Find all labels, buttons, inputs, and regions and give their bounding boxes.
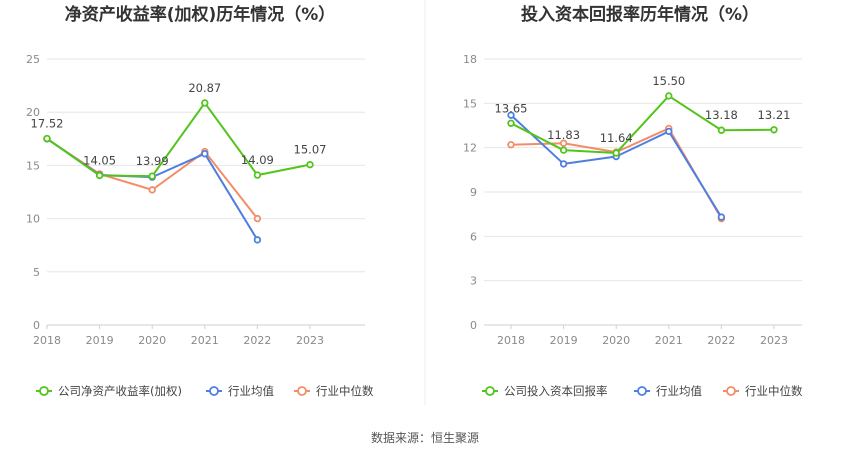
x-tick-label: 2023: [296, 334, 324, 347]
series-1-point: [665, 92, 673, 100]
data-label: 13.99: [136, 154, 169, 168]
legend-label: 行业均值: [656, 384, 702, 398]
y-tick-label: 6: [470, 230, 477, 243]
data-label: 17.52: [31, 117, 64, 131]
series-1-point: [559, 146, 568, 154]
y-tick-label: 20: [26, 106, 40, 119]
series-1-point: [306, 160, 314, 169]
data-label: 13.18: [705, 108, 738, 122]
x-tick-label: 2022: [243, 334, 271, 347]
y-tick-label: 3: [470, 275, 477, 288]
chart-title: 投入资本回报率历年情况（%）: [521, 4, 759, 25]
data-label: 14.05: [83, 154, 116, 168]
series-1-point: [95, 171, 104, 180]
x-tick-label: 2018: [33, 334, 61, 347]
legend-label: 公司净资产收益率(加权): [58, 384, 182, 398]
y-tick-label: 9: [470, 186, 477, 199]
legend-swatch-marker: [637, 386, 647, 396]
x-tick-label: 2018: [497, 334, 525, 347]
legend-label: 行业均值: [228, 384, 274, 398]
data-source: 数据来源：恒生聚源: [371, 430, 479, 445]
data-label: 20.87: [188, 81, 221, 95]
chart-1: 净资产收益率(加权)历年情况（%） 0 5 10 15 20 25 2018 2019 2020 2…: [26, 4, 374, 398]
legend-swatch-marker: [39, 386, 49, 396]
series-1-point: [770, 126, 778, 134]
series-3-point: [253, 214, 262, 223]
data-label: 15.50: [652, 74, 685, 88]
legend-label: 公司投入资本回报率: [504, 384, 608, 398]
data-label: 15.07: [294, 143, 327, 157]
legend-swatch-marker: [726, 386, 736, 396]
y-tick-label: 12: [463, 142, 477, 155]
x-tick-label: 2020: [138, 334, 166, 347]
y-tick-label: 10: [26, 213, 40, 226]
legend-swatch-marker: [209, 386, 219, 396]
series-1-point: [507, 119, 515, 127]
x-tick-label: 2019: [550, 334, 578, 347]
series-3-point: [148, 186, 156, 194]
series-1-point: [43, 134, 51, 143]
y-tick-label: 5: [33, 266, 40, 279]
y-tick-label: 15: [26, 159, 40, 172]
y-tick-label: 0: [33, 319, 40, 332]
series-1-point: [612, 149, 620, 157]
x-tick-label: 2021: [191, 334, 219, 347]
y-tick-label: 25: [26, 53, 40, 66]
series-1-point: [717, 126, 726, 134]
series-3-point: [559, 139, 568, 147]
chart-title: 净资产收益率(加权)历年情况（%）: [65, 4, 336, 25]
series-1-point: [253, 171, 262, 179]
x-tick-label: 2021: [655, 334, 683, 347]
y-tick-label: 0: [470, 319, 477, 332]
legend-label: 行业中位数: [316, 384, 374, 398]
data-label: 11.64: [600, 131, 633, 145]
series-line-1: [46, 101, 311, 178]
data-label: 13.65: [495, 101, 528, 115]
y-tick-label: 18: [463, 53, 477, 66]
series-2-point: [717, 213, 726, 221]
series-2-point: [507, 111, 515, 119]
series-2-point: [253, 236, 262, 244]
data-label: 13.21: [758, 108, 791, 122]
x-tick-label: 2023: [760, 334, 788, 347]
legend-swatch-marker: [485, 386, 495, 396]
y-tick-label: 15: [463, 97, 477, 110]
series-2-point: [559, 160, 568, 168]
series-3-point: [507, 141, 515, 149]
series-2-point: [665, 127, 673, 136]
series-1-point: [148, 172, 156, 180]
x-tick-label: 2020: [602, 334, 630, 347]
series-1-point: [201, 99, 209, 107]
x-tick-label: 2022: [707, 334, 735, 347]
legend-swatch-marker: [297, 386, 307, 396]
data-label: 14.09: [241, 153, 274, 167]
x-tick-label: 2019: [86, 334, 114, 347]
legend-label: 行业中位数: [745, 384, 803, 398]
series-line-1: [510, 94, 775, 154]
chart-2: 投入资本回报率历年情况（%） 0 3 6 9 12 15 18 2018 2019 2020 2021…: [463, 4, 803, 398]
data-label: 11.83: [547, 128, 580, 142]
series-2-point: [201, 149, 209, 158]
